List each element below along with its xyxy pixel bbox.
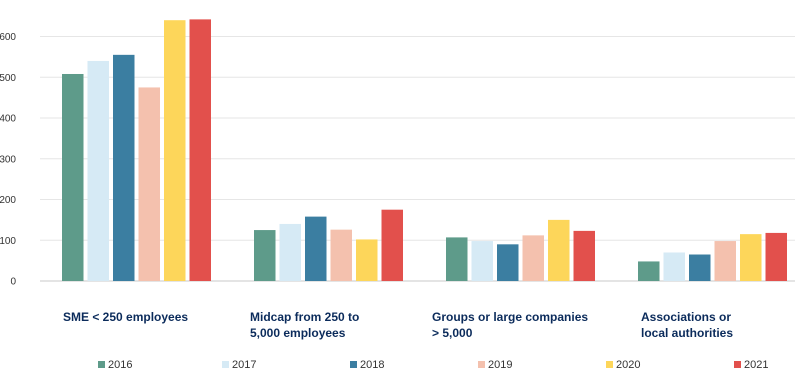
bar-2018-3	[497, 244, 519, 281]
category-label: SME < 250 employees	[63, 310, 188, 324]
bar-2019-1	[138, 87, 160, 281]
bar-2017-2	[279, 223, 301, 281]
bar-2018-2	[305, 216, 327, 281]
legend-item-2017: 2017	[222, 359, 256, 371]
bar-2020-2	[356, 239, 378, 281]
bar-2016-3	[446, 237, 468, 281]
category-labels: SME < 250 employees Midcap from 250 to 5,0…	[63, 310, 733, 340]
y-tick-label: 200	[0, 195, 16, 206]
category-label: > 5,000	[432, 326, 473, 340]
y-tick-label: 400	[0, 114, 16, 125]
legend-label: 2016	[108, 359, 132, 371]
category-label: local authorities	[641, 326, 733, 340]
category-label: Associations or	[641, 310, 731, 324]
legend-item-2016: 2016	[98, 359, 132, 371]
bar-2021-2	[381, 209, 403, 281]
bar-2020-3	[548, 219, 570, 281]
legend-swatch	[606, 361, 613, 368]
legend-item-2021: 2021	[734, 359, 768, 371]
bar-2021-3	[573, 230, 595, 281]
legend-label: 2018	[360, 359, 384, 371]
legend-label: 2021	[744, 359, 768, 371]
bar-2016-4	[638, 261, 660, 281]
y-tick-label: 100	[0, 236, 16, 247]
legend: 2016 2017 2018 2019 2020 2021	[98, 359, 768, 371]
legend-label: 2019	[488, 359, 512, 371]
bar-2018-4	[689, 254, 711, 281]
bar-2020-1	[164, 20, 186, 281]
legend-item-2018: 2018	[350, 359, 384, 371]
bar-2018-1	[113, 54, 135, 282]
category-label: 5,000 employees	[250, 326, 346, 340]
legend-item-2019: 2019	[478, 359, 512, 371]
bar-2016-1	[62, 73, 84, 282]
bar-2017-4	[663, 252, 685, 281]
bar-2021-1	[189, 19, 211, 281]
bar-2019-3	[522, 235, 544, 281]
legend-item-2020: 2020	[606, 359, 640, 371]
legend-label: 2017	[232, 359, 256, 371]
bar-2020-4	[740, 234, 762, 281]
y-tick-label: 600	[0, 32, 16, 43]
legend-swatch	[734, 361, 741, 368]
category-label: Midcap from 250 to	[250, 310, 359, 324]
bar-2016-2	[254, 230, 276, 281]
legend-label: 2020	[616, 359, 640, 371]
legend-swatch	[98, 361, 105, 368]
bars	[62, 19, 787, 282]
bar-2019-2	[330, 229, 352, 281]
bar-2019-4	[714, 241, 736, 281]
legend-swatch	[222, 361, 229, 368]
category-label: Groups or large companies	[432, 310, 588, 324]
y-tick-label: 500	[0, 73, 16, 84]
bar-2017-1	[87, 60, 109, 282]
legend-swatch	[350, 361, 357, 368]
legend-swatch	[478, 361, 485, 368]
y-tick-label: 300	[0, 154, 16, 165]
bar-2017-3	[471, 241, 493, 281]
bar-2021-4	[765, 232, 787, 281]
y-axis-ticks: 0 100 200 300 400 500 600	[0, 32, 16, 288]
y-tick-label: 0	[10, 277, 16, 288]
